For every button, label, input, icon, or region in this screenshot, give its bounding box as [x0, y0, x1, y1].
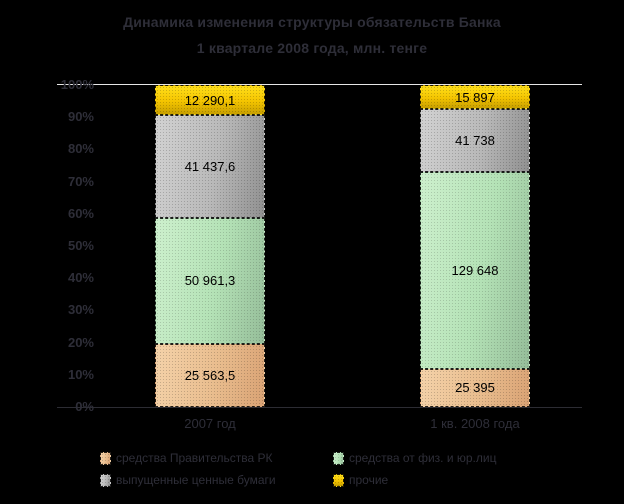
legend-swatch-icon — [100, 473, 111, 487]
segment-value-label: 15 897 — [455, 89, 495, 105]
legend-label: средства от физ. и юр.лиц — [349, 451, 497, 465]
chart-title: Динамика изменения структуры обязательст… — [123, 14, 501, 30]
y-axis-tick: 60% — [67, 205, 94, 221]
y-axis-tick: 40% — [67, 270, 94, 286]
bar-segment: 12 290,1 — [155, 85, 265, 116]
chart-subtitle: 1 квартале 2008 года, млн. тенге — [196, 40, 428, 56]
legend-label: прочие — [349, 473, 389, 487]
legend-item: средства Правительства РК — [100, 450, 273, 466]
y-axis-tick: 20% — [67, 334, 94, 350]
legend-swatch-icon — [333, 473, 344, 487]
plot-area: 25 563,5 50 961,3 41 437,6 12 290,1 25 395 12… — [57, 84, 582, 408]
legend-label: выпущенные ценные бумаги — [116, 473, 276, 487]
y-axis-tick: 10% — [67, 366, 94, 382]
bar-segment: 50 961,3 — [155, 217, 265, 344]
x-category-label-2007: 2007 год — [184, 416, 236, 431]
legend-swatch-icon — [100, 451, 111, 465]
bar-segment: 25 395 — [420, 368, 530, 407]
segment-value-label: 25 395 — [455, 380, 495, 396]
segment-value-label: 129 648 — [451, 262, 499, 278]
segment-value-label: 12 290,1 — [184, 92, 236, 108]
legend-swatch-icon — [333, 451, 344, 465]
y-axis-tick: 80% — [67, 141, 94, 157]
y-axis-tick: 90% — [67, 109, 94, 125]
y-axis-tick: 100% — [60, 77, 94, 92]
y-axis-tick: 0% — [75, 399, 94, 414]
bar-segment: 41 738 — [420, 109, 530, 173]
bar-segment: 25 563,5 — [155, 343, 265, 407]
stacked-bar-2: 25 395 129 648 41 738 15 897 — [420, 85, 530, 407]
x-category-label-1q2008: 1 кв. 2008 года — [430, 416, 520, 431]
legend-item: средства от физ. и юр.лиц — [333, 450, 496, 466]
legend-label: средства Правительства РК — [116, 451, 273, 465]
legend-item: выпущенные ценные бумаги — [100, 472, 276, 488]
segment-value-label: 41 437,6 — [184, 159, 236, 175]
segment-value-label: 25 563,5 — [184, 367, 236, 383]
y-axis-tick: 50% — [67, 238, 94, 253]
y-axis-tick: 30% — [67, 302, 94, 318]
segment-value-label: 50 961,3 — [184, 273, 236, 289]
bar-segment: 41 437,6 — [155, 115, 265, 218]
legend-item: прочие — [333, 472, 388, 488]
segment-value-label: 41 738 — [455, 133, 495, 149]
stacked-bar-1: 25 563,5 50 961,3 41 437,6 12 290,1 — [155, 85, 265, 407]
bar-segment: 129 648 — [420, 172, 530, 369]
bar-segment: 15 897 — [420, 85, 530, 110]
y-axis-tick: 70% — [67, 173, 94, 189]
